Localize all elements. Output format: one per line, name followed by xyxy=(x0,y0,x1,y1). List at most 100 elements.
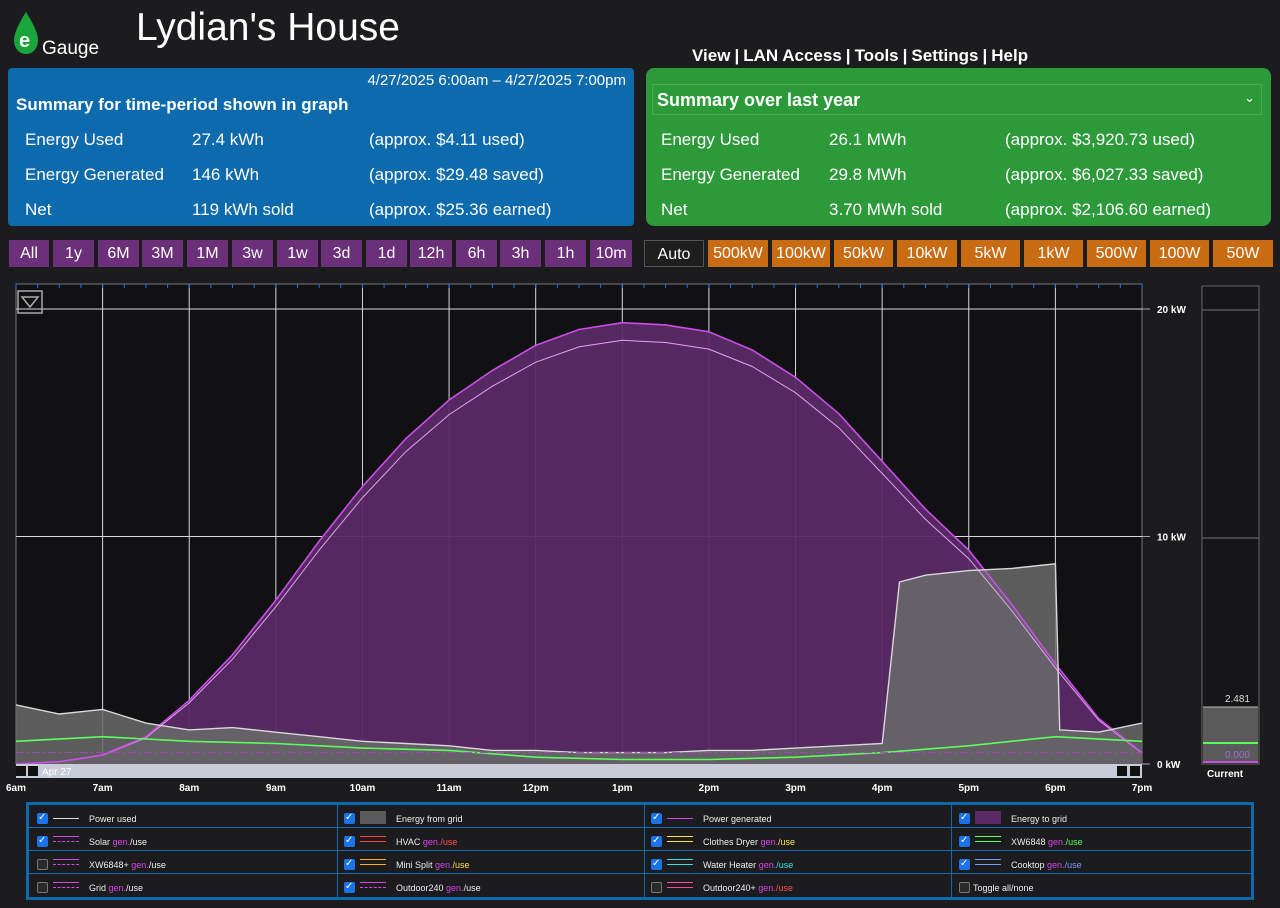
legend-use-tag: /use xyxy=(776,860,794,870)
y-tick-label: 20 kW xyxy=(1157,305,1186,316)
legend-swatch xyxy=(53,818,79,819)
legend-checkbox[interactable] xyxy=(959,853,970,875)
legend-item[interactable]: Toggle all/none xyxy=(957,877,1257,899)
legend-item[interactable]: Outdoor240+ gen./use xyxy=(649,877,949,899)
legend-use-tag: /use xyxy=(440,837,458,847)
x-tick-label: 2pm xyxy=(699,783,720,794)
x-tick-label: 12pm xyxy=(523,783,549,794)
nav-separator: | xyxy=(734,46,740,65)
legend-swatch xyxy=(667,818,693,819)
range-button-6M[interactable]: 6M xyxy=(98,240,139,267)
legend-checkbox[interactable] xyxy=(344,876,355,898)
legend-label: Outdoor240 gen./use xyxy=(396,883,481,893)
scale-button-50kw[interactable]: 50kW xyxy=(834,240,893,267)
range-button-3h[interactable]: 3h xyxy=(500,240,541,267)
range-button-3d[interactable]: 3d xyxy=(321,240,362,267)
legend-item[interactable]: Outdoor240 gen./use xyxy=(342,876,642,899)
legend-checkbox[interactable] xyxy=(959,882,970,893)
period-row-note: (approx. $4.11 used) xyxy=(369,130,525,149)
legend-label: XW6848+ gen./use xyxy=(89,860,166,870)
legend-label: XW6848 gen./use xyxy=(1011,837,1083,847)
legend-item[interactable]: XW6848+ gen./use xyxy=(35,854,335,876)
legend-checkbox[interactable] xyxy=(344,830,355,852)
range-button-10m[interactable]: 10m xyxy=(590,240,632,267)
range-button-1d[interactable]: 1d xyxy=(366,240,407,267)
x-tick-label: 10am xyxy=(350,783,376,794)
chart-options-toggle[interactable] xyxy=(17,290,43,314)
legend-checkbox[interactable] xyxy=(651,830,662,852)
legend-item[interactable]: Power generated xyxy=(649,807,949,830)
nav-lan-access[interactable]: LAN Access xyxy=(743,46,842,65)
period-summary-heading: Summary for time-period shown in graph xyxy=(16,95,349,114)
legend-item[interactable]: HVAC gen./use xyxy=(342,830,642,853)
scroll-right-handle[interactable] xyxy=(1117,766,1127,776)
legend-item[interactable]: Water Heater gen./use xyxy=(649,853,949,876)
scroll-left-handle[interactable] xyxy=(16,766,26,776)
scale-button-50w[interactable]: 50W xyxy=(1213,240,1273,267)
legend-checkbox[interactable] xyxy=(651,807,662,829)
legend-checkbox[interactable] xyxy=(651,853,662,875)
legend-item[interactable]: XW6848 gen./use xyxy=(957,830,1257,853)
legend-checkbox[interactable] xyxy=(959,807,970,829)
range-button-1M[interactable]: 1M xyxy=(187,240,228,267)
range-button-1w[interactable]: 1w xyxy=(277,240,318,267)
scale-button-100kw[interactable]: 100kW xyxy=(772,240,830,267)
y-axis-labels: 20 kW 10 kW 0 kW xyxy=(1142,305,1186,771)
x-tick-label: 4pm xyxy=(872,783,893,794)
legend-use-tag: /use xyxy=(452,860,470,870)
x-tick-label: 1pm xyxy=(612,783,633,794)
legend-checkbox[interactable] xyxy=(37,882,48,893)
scale-button-5kw[interactable]: 5kW xyxy=(961,240,1020,267)
range-button-12h[interactable]: 12h xyxy=(410,240,452,267)
legend-checkbox[interactable] xyxy=(37,830,48,852)
legend-item[interactable]: Grid gen./use xyxy=(35,877,335,899)
scroll-left-handle-2[interactable] xyxy=(28,766,38,776)
x-tick-label: 5pm xyxy=(958,783,979,794)
nav-settings[interactable]: Settings xyxy=(911,46,979,65)
legend-checkbox[interactable] xyxy=(37,807,48,829)
legend-checkbox[interactable] xyxy=(344,807,355,829)
scroll-right-handle-2[interactable] xyxy=(1130,766,1140,776)
year-row-label: Net xyxy=(661,200,688,219)
legend-gen-tag: gen. xyxy=(446,883,464,893)
legend-checkbox[interactable] xyxy=(959,830,970,852)
range-button-6h[interactable]: 6h xyxy=(456,240,497,267)
legend-item[interactable]: Solar gen./use xyxy=(35,830,335,853)
legend-item[interactable]: Cooktop gen./use xyxy=(957,853,1257,876)
range-button-all[interactable]: All xyxy=(9,240,49,267)
year-row-note: (approx. $2,106.60 earned) xyxy=(1005,200,1212,219)
scale-button-500w[interactable]: 500W xyxy=(1087,240,1146,267)
period-date-range: 4/27/2025 6:00am – 4/27/2025 7:00pm xyxy=(367,72,626,89)
egauge-logo[interactable]: e Gauge xyxy=(6,8,116,62)
nav-tools[interactable]: Tools xyxy=(854,46,899,65)
scale-button-100w[interactable]: 100W xyxy=(1150,240,1209,267)
legend-label: Solar gen./use xyxy=(89,837,148,847)
legend-item[interactable]: Clothes Dryer gen./use xyxy=(649,830,949,853)
nav-help[interactable]: Help xyxy=(991,46,1029,65)
legend-item[interactable]: Mini Split gen./use xyxy=(342,853,642,876)
range-button-1y[interactable]: 1y xyxy=(53,240,94,267)
year-summary-select[interactable]: Summary over last year ⌄ xyxy=(652,84,1262,115)
range-button-1h[interactable]: 1h xyxy=(545,240,586,267)
scale-button-auto[interactable]: Auto xyxy=(644,240,704,267)
legend-item[interactable]: Power used xyxy=(35,807,335,830)
scale-button-1kw[interactable]: 1kW xyxy=(1024,240,1083,267)
scale-button-500kw[interactable]: 500kW xyxy=(708,240,768,267)
scale-button-10kw[interactable]: 10kW xyxy=(897,240,957,267)
xw6848-line xyxy=(15,735,1143,761)
range-button-3w[interactable]: 3w xyxy=(232,240,273,267)
legend-item[interactable]: Energy from grid xyxy=(342,807,642,830)
legend-checkbox[interactable] xyxy=(37,859,48,870)
legend-checkbox[interactable] xyxy=(651,882,662,893)
legend-item[interactable]: Energy to grid xyxy=(957,807,1257,830)
legend-checkbox[interactable] xyxy=(344,853,355,875)
nav-view[interactable]: View xyxy=(692,46,731,65)
power-generated-line xyxy=(15,321,1143,765)
range-button-3M[interactable]: 3M xyxy=(142,240,183,267)
current-used-bar xyxy=(1203,707,1258,763)
nav-separator: | xyxy=(982,46,988,65)
time-scrollbar[interactable] xyxy=(16,764,1142,778)
power-used-line xyxy=(15,563,1143,754)
legend-gen-tag: gen. xyxy=(1048,837,1066,847)
power-chart[interactable]: Apr 27 6am 7am 8am 9am 10am 11am 12pm 1pm 2pm 3pm… xyxy=(0,278,1280,798)
